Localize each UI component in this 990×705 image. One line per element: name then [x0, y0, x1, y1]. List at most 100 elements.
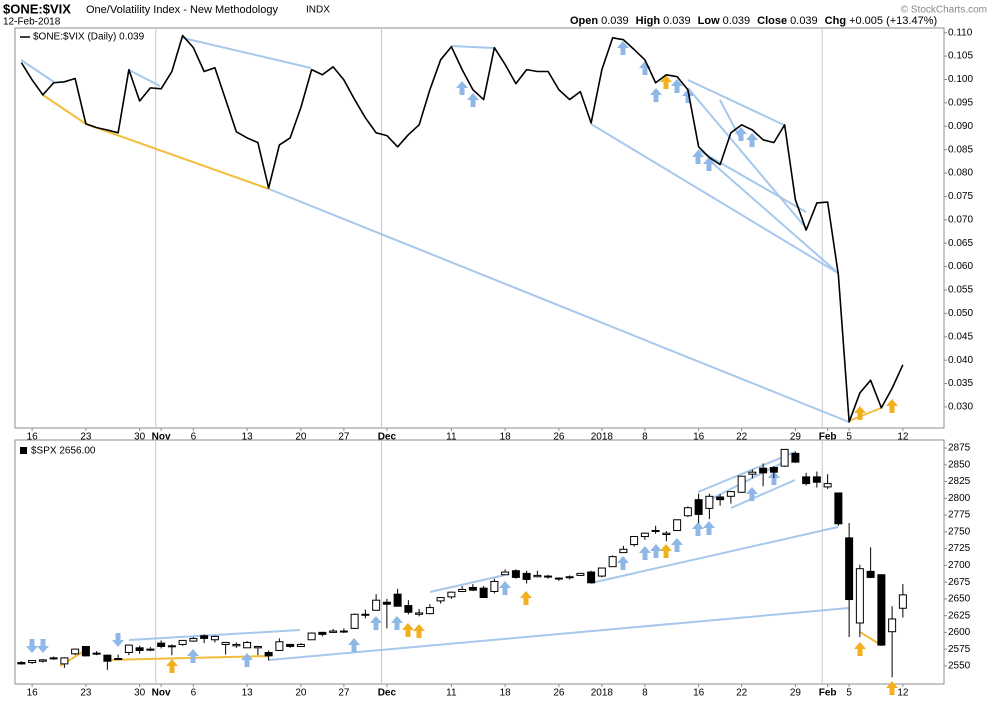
y-tick-label: 2750 — [948, 526, 971, 537]
legend-entry: $SPX 2656.00 — [31, 446, 96, 457]
candle-body — [296, 643, 305, 647]
y-tick-label: 0.055 — [948, 285, 973, 296]
candle-body — [705, 495, 714, 509]
x-tick-label: 22 — [736, 688, 748, 699]
candle-body — [458, 588, 467, 592]
x-tick-label: 23 — [80, 432, 92, 443]
x-tick-label: 12 — [897, 432, 909, 443]
trend-line — [687, 87, 807, 229]
x-tick-label: 29 — [790, 432, 802, 443]
x-tick-label: 13 — [242, 688, 254, 699]
x-tick-label: 16 — [693, 688, 705, 699]
candle-body — [597, 567, 606, 577]
x-tick-label: 16 — [27, 688, 39, 699]
y-tick-label: 0.085 — [948, 144, 973, 155]
y-tick-label: 2650 — [948, 594, 971, 605]
x-tick-label: 13 — [242, 432, 254, 443]
trend-line — [268, 188, 850, 423]
y-tick-label: 2625 — [948, 610, 971, 621]
candle-body — [49, 657, 58, 660]
x-tick-label: 27 — [338, 688, 350, 699]
x-tick-label: Feb — [819, 688, 837, 699]
candle-body — [888, 618, 897, 633]
x-tick-label: 5 — [846, 688, 852, 699]
candle-body — [189, 637, 198, 642]
x-tick-label: Dec — [378, 688, 397, 699]
x-tick-label: 2018 — [591, 432, 614, 443]
candle-body — [221, 641, 230, 645]
candle-body — [834, 492, 843, 525]
y-tick-label: 2675 — [948, 577, 971, 588]
candle-body — [275, 641, 284, 651]
candle-body — [200, 635, 209, 639]
x-tick-label: Nov — [152, 688, 171, 699]
candle-body — [350, 613, 359, 629]
candle-body — [318, 631, 327, 635]
candle-body — [114, 658, 123, 661]
candle-body — [845, 537, 854, 601]
quote-label: Low — [698, 15, 720, 27]
candle-body — [436, 597, 445, 602]
trend-line — [268, 607, 850, 661]
candle-body — [243, 641, 252, 649]
y-tick-label: 2850 — [948, 459, 971, 470]
y-tick-label: 2725 — [948, 543, 971, 554]
x-tick-label: 26 — [553, 432, 565, 443]
y-tick-label: 2550 — [948, 661, 971, 672]
candle-body — [640, 532, 649, 538]
quote-label: High — [636, 15, 661, 27]
candle-body — [544, 575, 553, 578]
candle-body — [232, 643, 241, 647]
y-tick-label: 2700 — [948, 560, 971, 571]
candle-body — [264, 651, 273, 657]
y-tick-label: 0.075 — [948, 191, 973, 202]
candle-body — [329, 630, 338, 633]
trend-line — [450, 45, 495, 49]
quote-label: Open — [570, 15, 598, 27]
symbol: $ONE:$VIX — [3, 1, 71, 16]
vix-line — [20, 34, 904, 423]
index-name: One/Volatility Index - New Methodology — [86, 4, 278, 16]
y-tick-label: 2800 — [948, 493, 971, 504]
quote-value: +0.005 (+13.47%) — [849, 15, 937, 27]
panel-frame — [14, 27, 945, 429]
trend-line — [730, 479, 796, 509]
x-tick-label: Nov — [152, 432, 171, 443]
quote-label: Close — [757, 15, 787, 27]
candle-body — [866, 570, 875, 578]
y-tick-label: 0.040 — [948, 355, 973, 366]
candle-body — [554, 577, 563, 580]
date: 12-Feb-2018 — [3, 17, 61, 28]
candle-body — [28, 660, 37, 664]
x-tick-label: 27 — [338, 432, 350, 443]
x-tick-label: 29 — [790, 688, 802, 699]
y-tick-label: 2575 — [948, 644, 971, 655]
x-tick-label: 22 — [736, 432, 748, 443]
x-tick-label: Dec — [378, 432, 397, 443]
y-tick-label: 2825 — [948, 476, 971, 487]
trend-lines — [20, 37, 882, 667]
x-tick-label: 16 — [27, 432, 39, 443]
candle-body — [157, 642, 166, 647]
x-tick-label: 6 — [191, 688, 197, 699]
candle-body — [855, 568, 864, 624]
x-tick-label: 5 — [846, 432, 852, 443]
y-tick-label: 0.065 — [948, 238, 973, 249]
y-tick-label: 0.045 — [948, 331, 973, 342]
candle-body — [17, 662, 26, 665]
x-tick-label: 20 — [295, 688, 307, 699]
trend-line — [708, 159, 839, 274]
x-tick-label: 23 — [80, 688, 92, 699]
candle-body — [877, 574, 886, 646]
trend-line — [590, 526, 839, 584]
candle-body — [393, 593, 402, 607]
quote-value: 0.039 — [723, 15, 751, 27]
quote-value: 0.039 — [663, 15, 691, 27]
candle-body — [253, 645, 262, 649]
exchange: INDX — [306, 5, 330, 16]
candle-body — [812, 476, 821, 483]
panel-frame — [14, 439, 945, 685]
x-tick-label: 18 — [500, 432, 512, 443]
x-tick-label: 6 — [191, 432, 197, 443]
